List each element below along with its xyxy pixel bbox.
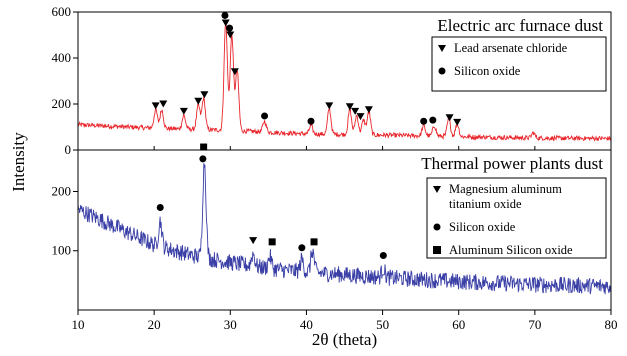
legend-label: Magnesium aluminum titanium oxide: [449, 182, 562, 211]
triangle-marker: [325, 102, 334, 110]
circle-marker: [307, 117, 315, 125]
circle-marker: [156, 203, 164, 211]
triangle-marker: [159, 100, 168, 108]
circle-marker: [429, 116, 437, 124]
triangle-marker: [249, 237, 258, 245]
legend-label: Lead arsenate chloride: [454, 41, 568, 55]
triangle-marker: [221, 19, 230, 27]
circle-marker: [261, 112, 269, 120]
legend-label: Silicon oxide: [454, 64, 521, 78]
legend-circle-icon: [438, 67, 446, 75]
triangle-marker: [200, 91, 209, 99]
circle-marker: [199, 155, 207, 163]
legend-circle-icon: [433, 223, 441, 231]
panel-title: Thermal power plants dust: [421, 154, 603, 173]
circle-marker: [221, 11, 229, 19]
triangle-marker: [364, 106, 373, 114]
square-marker: [310, 238, 318, 246]
x-tick-label: 60: [452, 317, 465, 332]
triangle-marker: [230, 68, 239, 76]
triangle-marker: [445, 114, 454, 122]
triangle-marker: [226, 31, 235, 39]
legend: Lead arsenate chloride Silicon oxide: [431, 36, 607, 92]
panel-frame: [77, 149, 612, 311]
legend-box: [426, 177, 607, 259]
triangle-marker: [194, 97, 203, 105]
y-tick-label: 400: [52, 50, 72, 65]
y-tick-label: 100: [52, 243, 72, 258]
circle-marker: [226, 24, 234, 32]
series-line-2-1: [77, 163, 612, 295]
triangle-marker: [351, 107, 360, 115]
x-tick-label: 10: [72, 317, 85, 332]
x-tick-label: 40: [300, 317, 313, 332]
y-tick-label: 600: [52, 4, 72, 19]
panel-title: Electric arc furnace dust: [437, 16, 603, 35]
triangle-marker: [345, 103, 354, 111]
triangle-marker: [179, 107, 188, 115]
x-tick-label: 70: [528, 317, 541, 332]
x-tick-label: 20: [148, 317, 161, 332]
legend-square-icon: [433, 246, 441, 254]
x-axis-title: 2θ (theta): [312, 330, 377, 349]
circle-marker: [379, 251, 387, 259]
x-tick-label: 50: [376, 317, 389, 332]
series-line-1-1: [77, 21, 612, 142]
y-tick-label: 200: [52, 183, 72, 198]
y-tick-label: 200: [52, 96, 72, 111]
circle-marker: [298, 244, 306, 252]
legend-box: [431, 36, 607, 92]
panel-2: 100 200 Thermal power plants dust Magnesium…: [52, 143, 612, 311]
triangle-marker: [453, 118, 462, 126]
legend: Magnesium aluminum titanium oxide Silicon …: [426, 177, 607, 259]
triangle-marker: [356, 113, 365, 121]
legend-label: Aluminum Silicon oxide: [449, 243, 573, 257]
legend-triangle-icon: [438, 45, 446, 52]
y-axis-title: Intensity: [9, 132, 28, 192]
circle-marker: [420, 117, 428, 125]
y-tick-label: 0: [65, 142, 72, 157]
legend-triangle-icon: [433, 186, 441, 193]
x-tick-label: 30: [224, 317, 237, 332]
square-marker: [200, 143, 208, 151]
square-marker: [268, 238, 276, 246]
legend-label: Silicon oxide: [449, 220, 516, 234]
x-tick-label: 80: [605, 317, 618, 332]
triangle-marker: [151, 102, 160, 110]
